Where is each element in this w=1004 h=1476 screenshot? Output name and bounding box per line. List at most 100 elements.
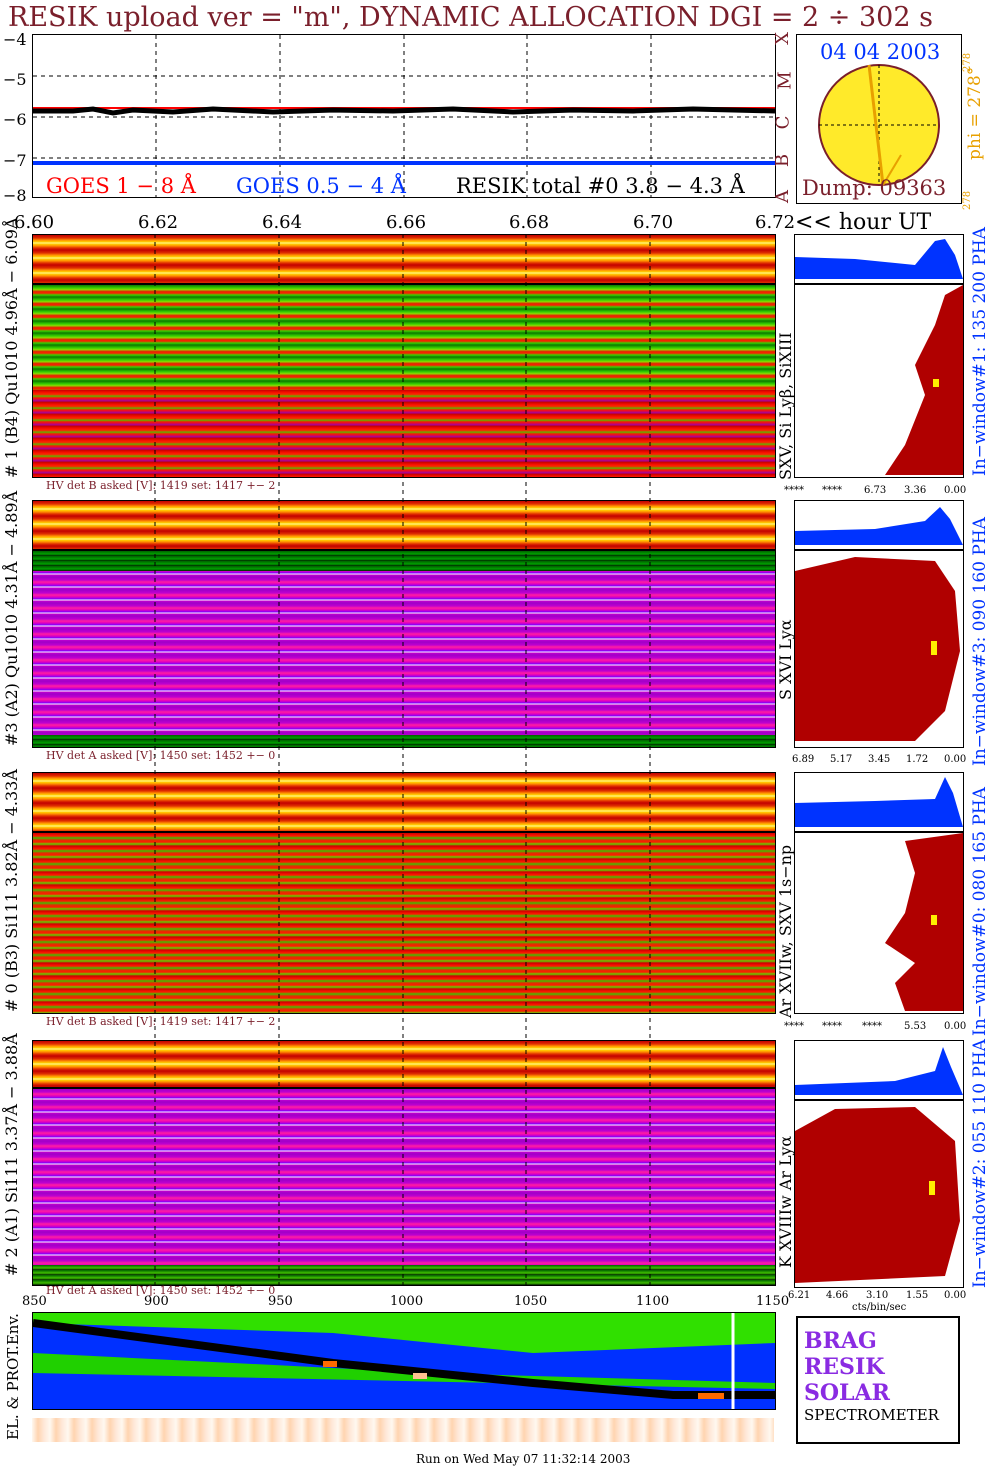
channel-0-hist [794,832,964,1014]
channel-2-axis: 0.00 [944,1290,967,1301]
channel-1-hv: HV det B asked [V]: 1419 set: 1417 +− 2 [46,479,276,492]
channel-0-window: In−window#0: 080 165 PHA [970,787,990,1036]
channel-1-hist [794,284,964,478]
class-x: X [771,32,793,45]
time-tick: 6.70 [633,212,674,233]
channel-0-top-band [32,772,776,832]
channel-0-axis: **** [784,1021,804,1032]
channel-2-axis: 6.21 [788,1290,811,1301]
channel-0-hist-top [794,772,964,832]
channel-1-axis: **** [784,485,804,496]
class-a: A [772,190,793,203]
channel-1-axis: 0.00 [944,485,967,496]
channel-3-spectrogram [32,550,776,748]
time-tick: 6.72 [755,212,796,233]
goes-ytick: −5 [3,70,27,89]
goes-svg [33,35,775,197]
channel-3-hv: HV det A asked [V]: 1450 set: 1452 +− 0 [46,749,276,762]
channel-1-lines: SXV, Si Lyβ, SiXIII [776,332,795,480]
goes-ytick: −4 [3,30,27,49]
channel-2-hist-top [794,1040,964,1100]
legend-resik-total: RESIK total #0 3.8 − 4.3 Å [456,174,745,198]
channel-3-window: In−window#3: 090 160 PHA [970,517,990,766]
channel-1-spectrogram [32,284,776,478]
side-axis-unit: cts/bin/sec [852,1302,907,1313]
goes-ytick: −8 [3,186,27,205]
channel-0-hv: HV det B asked [V]: 1419 set: 1417 +− 2 [46,1015,276,1028]
env-tick: 950 [268,1294,293,1309]
resik-total-line [33,106,775,116]
channel-2-hv: HV det A asked [V]: 1450 set: 1452 +− 0 [46,1284,276,1297]
channel-2-hist [794,1100,964,1288]
sun-dump: Dump: 09363 [802,176,947,200]
channel-2-label: # 2 (A1) Si111 3.37Å − 3.88Å [2,1033,21,1276]
channel-0-lines: Ar XVIIw, SXV 1s−np [776,844,795,1018]
channel-3-axis: 1.72 [906,754,929,765]
channel-2-spectrogram [32,1088,776,1286]
class-m: M [774,71,796,90]
time-gridlines [154,234,651,1286]
sun-date: 04 04 2003 [820,40,941,64]
env-panel [32,1312,776,1410]
channel-2-window: In−window#2: 055 110 PHA [970,1039,990,1288]
time-tick: 6.68 [509,212,550,233]
page-title: RESIK upload ver = "m", DYNAMIC ALLOCATI… [8,2,933,33]
goes-ytick: −7 [3,151,27,170]
sun-phi: phi = 278° [965,66,985,160]
channel-1-window: In−window#1: 135 200 PHA [970,227,990,476]
sun-svg [818,64,940,186]
class-b: B [772,153,794,168]
logo-letters: BRAG RESIK SOLAR [804,1328,890,1406]
channel-1-axis: **** [822,485,842,496]
channel-2-axis: 1.55 [906,1290,929,1301]
channel-0-axis: **** [822,1021,842,1032]
channel-3-hist [794,550,964,748]
legend-goes-long: GOES 1 − 8 Å [46,174,196,198]
channel-2-axis: 3.10 [866,1290,889,1301]
class-c: C [772,115,794,130]
sun-panel [796,34,962,204]
channel-3-axis: 5.17 [830,754,853,765]
channel-1-axis: 3.36 [904,485,927,496]
goes-plot [32,34,776,198]
channel-3-lines: S XVI Lyα [776,619,795,700]
env-label: EL. & PROT.Env. [4,1313,22,1440]
channel-0-label: # 0 (B3) Si111 3.82Å − 4.33Å [2,769,21,1012]
channel-3-label: #3 (A2) Qu1010 4.31Å − 4.89Å [2,490,21,746]
env-tick: 900 [144,1294,169,1309]
time-tick: 6.64 [262,212,303,233]
channel-3-axis: 3.45 [868,754,891,765]
env-tick: 1050 [514,1294,548,1309]
channel-0-axis: **** [862,1021,882,1032]
env-tick: 850 [22,1294,47,1309]
time-tick: 6.60 [14,212,55,233]
resik-logo: BRAG RESIK SOLAR SPECTROMETER [796,1316,960,1444]
channel-2-lines: K XVIIIw Ar Lyα [776,1135,795,1268]
env-tick: 1100 [636,1294,670,1309]
time-unit: << hour UT [795,210,932,235]
env-strip [32,1418,774,1442]
channel-0-spectrogram [32,832,776,1014]
goes-ytick: −6 [3,110,27,129]
channel-1-top-band [32,234,776,284]
channel-2-top-band [32,1040,776,1088]
channel-1-axis: 6.73 [864,485,887,496]
channel-3-top-band [32,500,776,550]
sun-phi-sup: 278 [962,52,973,72]
channel-1-hist-top [794,234,964,284]
channel-1-label: # 1 (B4) Qu1010 4.96Å − 6.09Å [2,217,21,478]
channel-3-axis: 0.00 [944,754,967,765]
channel-3-hist-top [794,500,964,550]
time-tick: 6.62 [138,212,179,233]
channel-0-axis: 5.53 [904,1021,927,1032]
footer-run-info: Run on Wed May 07 11:32:14 2003 [416,1452,631,1466]
channel-2-axis: 4.66 [826,1290,849,1301]
env-tick: 1150 [756,1294,790,1309]
sun-phi-bottom: 278 [962,190,973,210]
time-tick: 6.66 [386,212,427,233]
logo-caption: SPECTROMETER [804,1406,939,1424]
channel-0-axis: 0.00 [944,1021,967,1032]
channel-3-axis: 6.89 [792,754,815,765]
legend-goes-short: GOES 0.5 − 4 Å [236,174,406,198]
env-tick: 1000 [390,1294,424,1309]
